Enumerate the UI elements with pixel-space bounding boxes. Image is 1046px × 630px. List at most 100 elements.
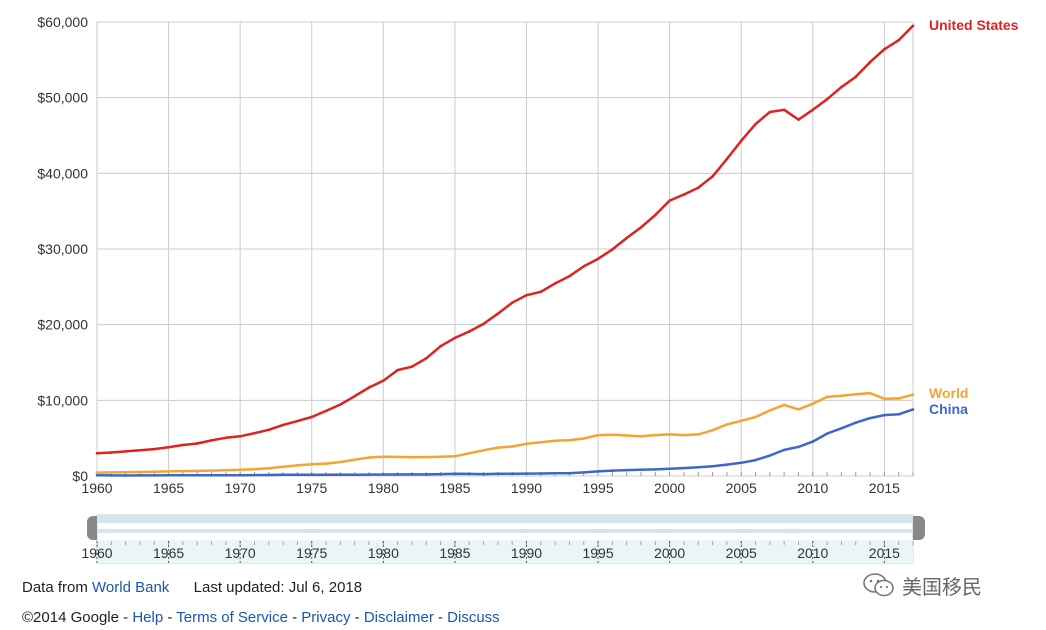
data-point (482, 322, 485, 326)
data-point (854, 75, 858, 79)
data-point (754, 415, 757, 419)
data-point (611, 248, 614, 251)
data-point (696, 465, 700, 469)
y-tick-label: $60,000 (37, 14, 88, 30)
data-point (95, 474, 99, 477)
data-point (739, 139, 743, 143)
data-point (811, 440, 815, 443)
data-point (382, 473, 385, 476)
data-point (410, 473, 414, 476)
data-point (553, 282, 557, 285)
wechat-icon (863, 573, 894, 597)
y-tick-label: $20,000 (37, 317, 88, 333)
data-point (482, 472, 485, 476)
data-point (267, 466, 271, 470)
data-point (654, 433, 657, 437)
slider-tick-label: 1990 (511, 545, 542, 561)
watermark-text: 美国移民 (902, 576, 982, 599)
footer-links: ©2014 Google - Help - Terms of Service -… (22, 609, 500, 626)
separator: - (287, 609, 302, 626)
data-point (525, 293, 528, 297)
data-point (582, 471, 586, 474)
slider-handle-right[interactable] (913, 516, 925, 540)
data-point (238, 468, 242, 472)
data-point (339, 403, 342, 406)
data-point (167, 445, 170, 449)
data-point (911, 393, 915, 396)
data-point (510, 445, 514, 448)
series-label: United States (929, 17, 1019, 33)
slider-tick-label: 1985 (439, 545, 470, 561)
slider-tick-label: 2010 (797, 545, 828, 561)
data-point (811, 402, 815, 406)
data-point (739, 419, 743, 423)
data-point (324, 409, 328, 413)
data-point (854, 392, 858, 396)
data-point (424, 455, 428, 459)
data-point (281, 473, 285, 477)
data-point (353, 458, 356, 462)
data-point (138, 470, 142, 474)
data-point (883, 47, 886, 51)
data-point (424, 357, 428, 360)
data-point (110, 451, 113, 454)
data-point (339, 460, 342, 464)
series-lines (95, 24, 915, 477)
data-point (596, 433, 600, 437)
y-tick-label: $50,000 (37, 90, 88, 106)
data-point (382, 379, 385, 382)
slider-handle-left[interactable] (87, 516, 97, 540)
data-point (296, 464, 299, 467)
data-point (868, 60, 872, 64)
disclaimer-link[interactable]: Disclaimer (363, 609, 434, 626)
data-point (167, 470, 170, 473)
slider-tick-label: 2000 (654, 545, 685, 561)
data-point (224, 468, 228, 472)
discuss-link[interactable]: Discuss (447, 609, 500, 626)
data-point (682, 193, 686, 196)
data-point (181, 473, 185, 477)
y-tick-label: $40,000 (37, 165, 88, 181)
data-point (840, 427, 843, 430)
data-point (668, 199, 671, 202)
data-point (110, 471, 113, 474)
data-point (754, 458, 757, 462)
data-point (238, 434, 242, 438)
data-point (539, 290, 543, 294)
data-point (439, 455, 442, 459)
data-point (754, 122, 757, 126)
data-point (424, 473, 428, 476)
terms-of-service-link[interactable]: Terms of Service (176, 609, 288, 626)
data-point (396, 368, 399, 372)
data-point (897, 413, 900, 416)
x-tick-label: 1980 (368, 480, 399, 496)
data-point (510, 301, 514, 305)
data-point (825, 395, 829, 399)
data-point (267, 428, 271, 432)
data-point (525, 442, 528, 446)
data-point (840, 85, 843, 89)
help-link[interactable]: Help (132, 609, 164, 626)
data-point (310, 473, 314, 476)
world-bank-link[interactable]: World Bank (92, 579, 170, 596)
range-slider[interactable]: 1960 1965 1970 1975 1980 1985 1990 1995 2000 2005… (81, 514, 925, 564)
privacy-link[interactable]: Privacy (301, 609, 351, 626)
data-point (482, 448, 485, 452)
data-point (95, 452, 99, 455)
data-point (181, 469, 185, 473)
data-point (253, 473, 256, 477)
data-point (611, 469, 614, 472)
data-point (539, 441, 543, 444)
watermark: 美国移民 (862, 570, 1022, 600)
data-point (911, 408, 915, 411)
data-point (639, 468, 643, 472)
x-tick-label: 1995 (582, 480, 613, 496)
data-point (596, 257, 600, 261)
slider-band (97, 515, 913, 523)
data-point (467, 452, 471, 455)
series-line-china (96, 408, 914, 477)
x-tick-label: 1975 (296, 480, 327, 496)
copyright-text: ©2014 Google (22, 609, 119, 626)
x-tick-label: 2010 (797, 480, 828, 496)
data-point (253, 431, 256, 435)
